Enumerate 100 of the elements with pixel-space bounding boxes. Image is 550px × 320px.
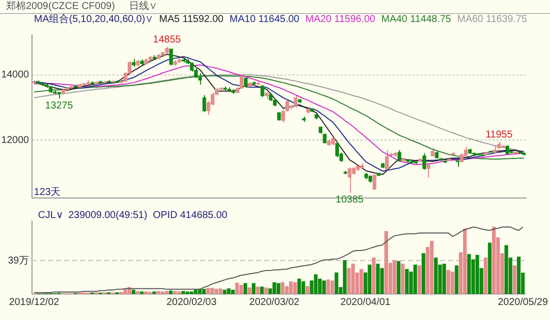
bar xyxy=(484,258,488,294)
x-tick-label: 2019/12/02 xyxy=(9,296,60,308)
annotation: 11955 xyxy=(485,129,513,140)
bar xyxy=(214,288,218,294)
bar xyxy=(454,265,458,294)
candlestick xyxy=(169,48,173,66)
bar xyxy=(368,264,372,294)
bar xyxy=(417,265,422,294)
bar xyxy=(322,280,326,294)
bar xyxy=(226,288,231,294)
bar xyxy=(244,283,248,294)
bar xyxy=(392,260,396,294)
chart-subtitle: 日线∨ xyxy=(128,1,157,12)
bar xyxy=(181,291,186,294)
bar xyxy=(351,264,355,294)
bar xyxy=(218,288,222,294)
bar xyxy=(512,265,516,294)
bar xyxy=(400,264,405,294)
candlestick xyxy=(422,152,426,170)
bar xyxy=(342,260,347,294)
bar xyxy=(372,258,376,294)
ref-line-label: 39万 xyxy=(8,255,29,266)
candlestick xyxy=(372,174,376,190)
candlestick xyxy=(385,149,389,170)
bar xyxy=(231,290,235,294)
bar xyxy=(492,226,496,294)
bar xyxy=(318,278,322,294)
bar xyxy=(210,288,214,294)
bar xyxy=(136,291,140,294)
bar xyxy=(405,269,409,294)
bar xyxy=(413,264,418,294)
bar xyxy=(314,274,318,294)
text: MA10 11645.00 xyxy=(229,14,300,25)
bar xyxy=(239,284,244,294)
bar xyxy=(442,264,446,294)
x-tick-label: 2020/03/02 xyxy=(249,296,300,308)
bar xyxy=(248,288,252,294)
bar xyxy=(504,245,508,294)
x-tick-label: 2020/05/29 xyxy=(498,296,548,308)
text: MA20 11596.00 xyxy=(305,14,376,25)
bar xyxy=(235,282,239,294)
bar xyxy=(206,288,210,294)
bar xyxy=(123,289,128,294)
y-tick-label: 14000 xyxy=(1,70,30,81)
bar xyxy=(152,291,156,294)
legend-title: MA组合(5,10,20,40,60,0)∨ xyxy=(34,14,154,25)
bar xyxy=(384,231,388,294)
text: MA60 11639.75 xyxy=(457,14,527,25)
annotation: 13275 xyxy=(45,100,74,112)
bar xyxy=(302,281,306,294)
text: MA5 11592.00 xyxy=(159,14,224,25)
bar xyxy=(144,291,148,294)
bar xyxy=(156,291,160,294)
bar xyxy=(306,286,310,294)
bar xyxy=(396,261,400,294)
bar xyxy=(467,254,471,294)
bar xyxy=(140,291,144,294)
bar xyxy=(256,286,260,294)
bar xyxy=(222,290,226,294)
bar xyxy=(475,254,480,294)
candlestick xyxy=(426,164,430,178)
bar xyxy=(330,280,334,294)
candlestick xyxy=(322,133,326,144)
candlestick xyxy=(348,167,352,194)
annotation: 123天 xyxy=(34,186,61,198)
bar xyxy=(252,283,256,294)
candlestick xyxy=(335,142,339,158)
bar xyxy=(264,288,268,294)
bar xyxy=(446,270,450,294)
bar xyxy=(280,282,284,294)
bar xyxy=(297,278,302,294)
bar xyxy=(190,291,194,294)
bar xyxy=(168,290,173,294)
bar xyxy=(177,291,181,294)
bar xyxy=(488,242,492,294)
candlestick xyxy=(294,94,298,108)
bar xyxy=(516,256,521,294)
candlestick xyxy=(202,94,206,113)
annotation: 14855 xyxy=(153,34,182,46)
text: CJL∨ 239009.00(49:51) OPID 414685.00 xyxy=(38,210,228,221)
bar xyxy=(289,281,293,294)
y-tick-label: 12000 xyxy=(1,134,30,146)
bar xyxy=(293,282,297,294)
bar xyxy=(132,290,136,294)
bar xyxy=(276,283,280,294)
chart-title: 郑棉2009(CZCE CF009) xyxy=(6,1,115,12)
bar xyxy=(430,240,434,294)
bar xyxy=(272,282,276,294)
candlestick xyxy=(244,76,248,88)
bar xyxy=(334,272,338,294)
bar xyxy=(434,258,438,294)
bar xyxy=(164,291,168,294)
x-tick-label: 2020/04/01 xyxy=(340,296,391,308)
bar xyxy=(160,291,164,294)
x-tick-label: 2020/02/03 xyxy=(166,296,217,308)
bar xyxy=(202,288,206,294)
bar xyxy=(173,291,177,294)
bar xyxy=(450,272,454,294)
bar xyxy=(260,286,264,294)
text: MA40 11448.75 xyxy=(381,14,452,25)
